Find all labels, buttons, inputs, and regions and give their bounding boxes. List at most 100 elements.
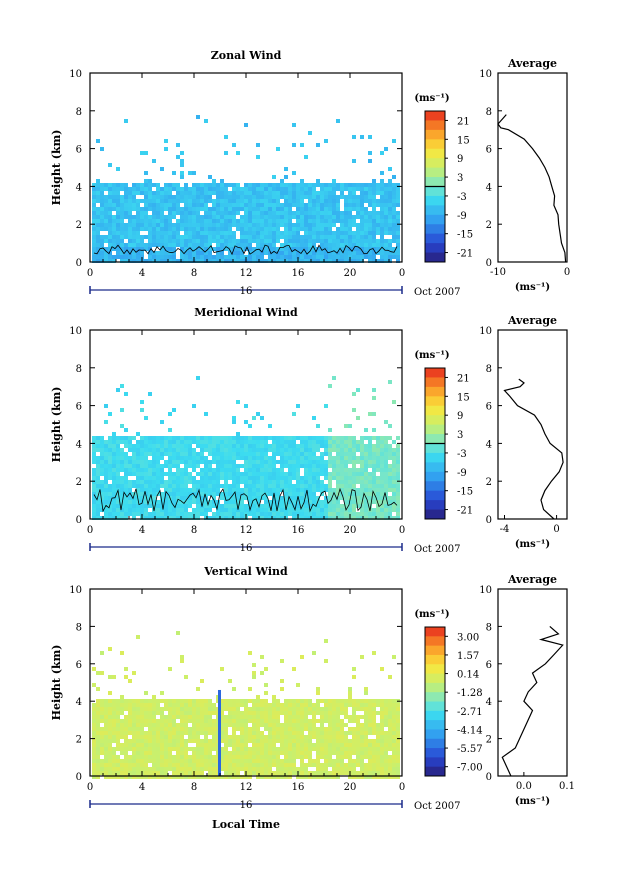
colorbar-segment (425, 462, 445, 473)
average-y-tick-label: 2 (486, 477, 492, 488)
colorbar-segment (425, 673, 445, 684)
y-tick-label: 2 (76, 735, 82, 746)
x-tick-label: 16 (292, 268, 305, 279)
average-y-tick-label: 10 (479, 585, 492, 596)
x-tick-label: 0 (87, 525, 93, 536)
colorbar-tick-label: 21 (457, 373, 470, 384)
colorbar-segment (425, 509, 445, 520)
colorbar-segment (425, 729, 445, 740)
x-tick-label: 12 (240, 525, 253, 536)
colorbar-segment (425, 645, 445, 656)
panel-title: Vertical Wind (203, 565, 288, 578)
x-tick-label: 16 (292, 525, 305, 536)
average-y-tick-label: 8 (486, 364, 492, 375)
colorbar-segment (425, 415, 445, 426)
y-tick-label: 0 (76, 515, 82, 526)
y-tick-label: 2 (76, 220, 82, 231)
colorbar-segment (425, 738, 445, 749)
colorbar-tick-label: 0.14 (457, 670, 479, 681)
contour-line (93, 244, 398, 256)
average-y-tick-label: 4 (486, 697, 492, 708)
date-month-year: Oct 2007 (414, 287, 460, 298)
average-profile-line (497, 114, 567, 263)
colorbar-tick-label: 3 (457, 173, 463, 184)
colorbar-tick-label: -9 (457, 211, 467, 222)
colorbar-tick-label: -15 (457, 230, 473, 241)
average-y-tick-label: 6 (486, 660, 492, 671)
y-tick-label: 6 (76, 145, 82, 156)
x-tick-label: 0 (87, 782, 93, 793)
colorbar-tick-label: -1.28 (457, 688, 483, 699)
x-tick-label: 0 (399, 525, 405, 536)
colorbar-tick-label: -5.57 (457, 744, 483, 755)
colorbar-tick-label: -2.71 (457, 707, 483, 718)
colorbar-segment (425, 148, 445, 159)
x-tick-label: 0 (399, 782, 405, 793)
date-day: 16 (240, 800, 253, 811)
panel-1: Meridional Wind 0 2 4 6 8 10 Height (km) 0 4 8 12 16… (50, 306, 568, 555)
colorbar-tick-label: 3.00 (457, 632, 479, 643)
average-x-tick-label: 0.1 (559, 781, 575, 792)
colorbar-segment (425, 120, 445, 131)
x-tick-label: 8 (191, 268, 197, 279)
x-tick-label: 8 (191, 782, 197, 793)
x-tick-label: 0 (87, 268, 93, 279)
colorbar-tick-label: -9 (457, 468, 467, 479)
colorbar-frame (424, 626, 446, 777)
colorbar-tick-label: 9 (457, 154, 463, 165)
colorbar-segment (425, 252, 445, 263)
colorbar-segment (425, 627, 445, 637)
y-axis-label: Height (km) (50, 387, 63, 463)
colorbar-segment (425, 139, 445, 150)
colorbar-unit: (ms⁻¹) (414, 93, 449, 104)
average-frame (497, 72, 568, 263)
y-tick-label: 6 (76, 660, 82, 671)
average-x-tick-label: 0 (553, 524, 559, 535)
average-x-tick-label: -10 (490, 267, 506, 278)
colorbar-segment (425, 636, 445, 647)
colorbar-segment (425, 214, 445, 225)
colorbar-segment (425, 243, 445, 254)
colorbar-segment (425, 490, 445, 501)
colorbar-segment (425, 766, 445, 777)
colorbar-segment (425, 186, 445, 197)
x-tick-label: 20 (344, 782, 357, 793)
panel-title: Meridional Wind (194, 306, 298, 319)
colorbar-unit: (ms⁻¹) (414, 609, 449, 620)
colorbar-segment (425, 111, 445, 121)
y-tick-label: 4 (76, 439, 82, 450)
colorbar-tick-label: 21 (457, 116, 470, 127)
average-y-tick-label: 6 (486, 402, 492, 413)
y-tick-label: 2 (76, 477, 82, 488)
panel-title: Zonal Wind (211, 49, 282, 62)
average-y-tick-label: 10 (479, 326, 492, 337)
colorbar-tick-label: 15 (457, 135, 470, 146)
x-tick-label: 8 (191, 525, 197, 536)
average-frame (497, 329, 568, 520)
average-y-tick-label: 4 (486, 182, 492, 193)
average-y-tick-label: 10 (479, 69, 492, 80)
average-title: Average (507, 573, 557, 586)
colorbar-tick-label: 1.57 (457, 651, 479, 662)
colorbar-segment (425, 452, 445, 463)
colorbar-tick-label: -3 (457, 449, 467, 460)
average-profile-line (503, 378, 564, 520)
colorbar-segment (425, 195, 445, 206)
colorbar-tick-label: 3 (457, 430, 463, 441)
colorbar-segment (425, 701, 445, 712)
colorbar-segment (425, 471, 445, 482)
y-tick-label: 0 (76, 258, 82, 269)
x-tick-label: 0 (399, 268, 405, 279)
colorbar-tick-label: -3 (457, 192, 467, 203)
y-tick-label: 10 (69, 69, 82, 80)
y-tick-label: 4 (76, 697, 82, 708)
average-x-tick-label: 0 (564, 267, 570, 278)
y-tick-label: 4 (76, 182, 82, 193)
contour-line (93, 487, 398, 513)
colorbar-segment (425, 396, 445, 407)
average-y-tick-label: 8 (486, 622, 492, 633)
colorbar-segment (425, 434, 445, 444)
